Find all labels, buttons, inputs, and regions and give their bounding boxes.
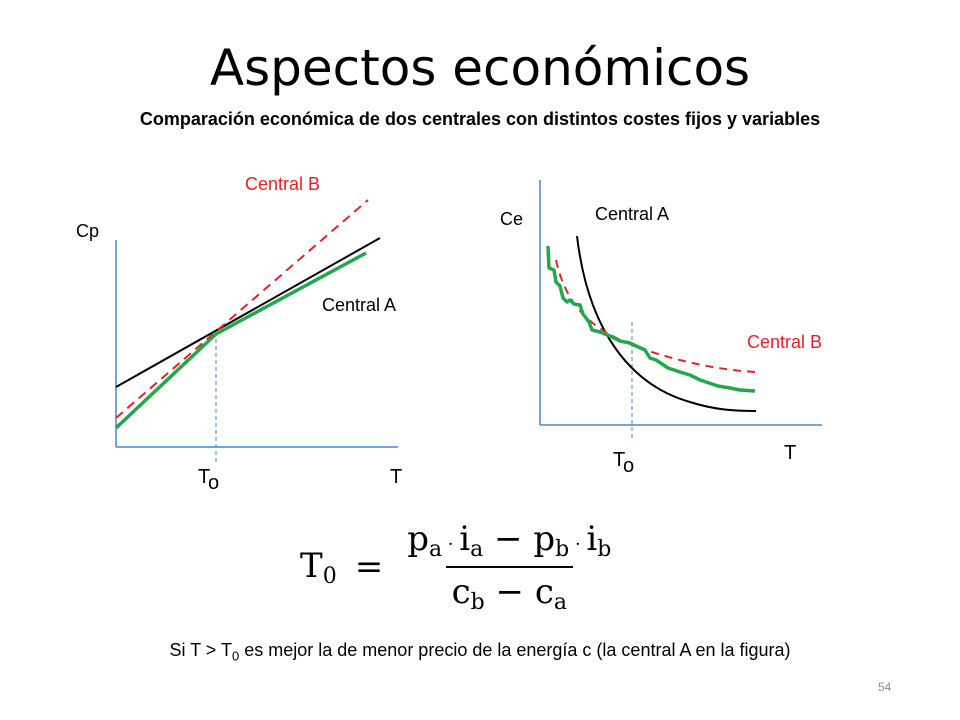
right-t0-label: To bbox=[613, 449, 634, 477]
slide-title: Aspectos económicos bbox=[209, 39, 751, 97]
right-t0-text: T bbox=[613, 449, 623, 471]
num-minus: − bbox=[483, 519, 534, 559]
right-t0-subscript: o bbox=[623, 455, 635, 477]
page-number: 54 bbox=[878, 680, 892, 694]
left-x-axis-label: T bbox=[390, 466, 403, 488]
num-p2-sub: b bbox=[555, 537, 570, 562]
den-c-sub: b bbox=[470, 590, 485, 615]
right-central-a-curve bbox=[576, 235, 757, 412]
left-t0-label: To bbox=[198, 466, 219, 494]
left-t0-subscript: o bbox=[208, 472, 220, 494]
right-central-b-label: Central B bbox=[747, 332, 823, 352]
left-central-a-label: Central A bbox=[322, 295, 397, 315]
slide-subtitle: Comparación económica de dos centrales c… bbox=[139, 109, 821, 129]
note-post: es mejor la de menor precio de la energí… bbox=[239, 640, 791, 660]
num-dot-1: · bbox=[442, 534, 460, 555]
num-i-sub: a bbox=[470, 537, 484, 562]
t0-formula: T0 = pa · ia − pb · ib cb − ca bbox=[300, 519, 617, 615]
left-t0-text: T bbox=[198, 466, 208, 488]
left-central-b-line bbox=[115, 199, 369, 419]
left-central-a-line bbox=[115, 237, 381, 388]
num-i: i bbox=[459, 519, 471, 559]
left-chart bbox=[114, 199, 398, 462]
right-central-a-label: Central A bbox=[595, 204, 670, 224]
num-i2-sub: b bbox=[597, 537, 612, 562]
right-optimal-path bbox=[546, 245, 756, 393]
right-y-axis-label: Ce bbox=[500, 209, 524, 229]
right-chart bbox=[539, 180, 822, 440]
formula-numerator: pa · ia − pb · ib bbox=[401, 519, 617, 566]
conclusion-note: Si T > T0 es mejor la de menor precio de… bbox=[0, 640, 960, 664]
den-c2-sub: a bbox=[553, 590, 567, 615]
right-x-axis-label: T bbox=[784, 442, 797, 464]
note-pre: Si T > T bbox=[169, 640, 232, 660]
den-minus: − bbox=[484, 572, 535, 612]
num-p2: p bbox=[533, 519, 556, 559]
formula-equals: = bbox=[354, 547, 384, 587]
formula-denominator: cb − ca bbox=[445, 566, 573, 615]
num-i2: i bbox=[586, 519, 598, 559]
note-subscript: 0 bbox=[232, 648, 240, 664]
num-p: p bbox=[407, 519, 429, 559]
formula-lhs-symbol: T bbox=[300, 545, 323, 586]
formula-fraction: pa · ia − pb · ib cb − ca bbox=[401, 519, 617, 615]
num-p-sub: a bbox=[428, 537, 443, 562]
den-c: c bbox=[451, 572, 471, 612]
den-c2: c bbox=[534, 572, 554, 612]
left-central-b-label: Central B bbox=[245, 174, 321, 194]
num-dot-2: · bbox=[569, 534, 587, 555]
formula-lhs-subscript: 0 bbox=[322, 563, 337, 589]
left-optimal-path bbox=[114, 251, 367, 430]
left-y-axis-label: Cp bbox=[76, 221, 100, 241]
formula-lhs: T0 bbox=[300, 546, 337, 589]
